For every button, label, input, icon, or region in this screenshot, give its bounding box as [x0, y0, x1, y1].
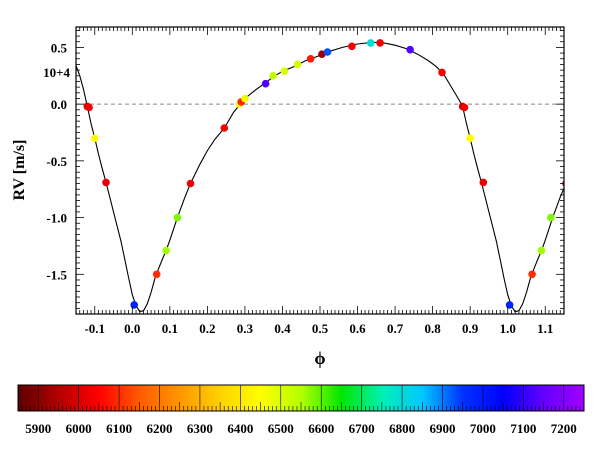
data-point — [306, 55, 315, 63]
data-point — [173, 213, 182, 222]
data-point — [366, 39, 375, 47]
colorbar-tick-label: 5900 — [25, 421, 51, 436]
x-tick-label: -0.1 — [84, 321, 105, 336]
data-point — [537, 246, 546, 255]
colorbar-tick-label: 6500 — [268, 421, 294, 436]
y-tick-label: -1.0 — [46, 211, 67, 226]
plot-frame — [75, 26, 565, 315]
data-point — [323, 48, 332, 56]
x-tick-label: 1.0 — [500, 321, 516, 336]
data-point — [438, 68, 446, 77]
data-point — [130, 301, 138, 309]
data-point — [406, 45, 414, 54]
colorbar-tick-label: 6100 — [106, 421, 132, 436]
colorbar-tick-label: 7000 — [470, 421, 496, 436]
data-point — [220, 124, 229, 132]
x-tick-label: 0.6 — [349, 321, 366, 336]
colorbar-tick-label: 6900 — [430, 421, 456, 436]
x-tick-label: 0.0 — [124, 321, 140, 336]
x-tick-label: 0.2 — [199, 321, 215, 336]
y-tick-label: -0.5 — [46, 154, 67, 169]
x-tick-label: 0.1 — [162, 321, 178, 336]
x-tick-label: 0.7 — [387, 321, 404, 336]
plot-area: -0.1 0.0 0.1 0.2 0.3 0.4 0.5 0.6 0.7 0.8 0.9 1.0 1.1… — [46, 26, 565, 336]
color-scale-ticks: 5900 6000 6100 6200 6300 6400 6500 6600 6700 6800… — [17, 385, 585, 436]
colorbar-tick-label: 6800 — [389, 421, 415, 436]
x-tick-label: 1.1 — [537, 321, 553, 336]
y-axis-label: RV [m/s] — [11, 140, 28, 201]
data-point — [528, 270, 536, 279]
x-tick-label: 0.5 — [312, 321, 329, 336]
data-point — [186, 179, 195, 188]
data-point — [348, 42, 356, 51]
data-point — [152, 270, 161, 279]
colorbar-tick-label: 6000 — [66, 421, 92, 436]
x-tick-label: 0.4 — [274, 321, 291, 336]
colorbar-tick-label: 6200 — [147, 421, 173, 436]
y-tick-label: -1.5 — [46, 267, 67, 282]
data-point — [293, 60, 302, 69]
y-tick-label: 0.5 — [51, 40, 68, 55]
data-point — [376, 39, 384, 47]
data-point — [241, 94, 249, 103]
data-point — [261, 79, 270, 88]
data-point — [269, 72, 277, 80]
y-multiplier-label: 10+4 — [43, 65, 70, 80]
model-curve — [76, 41, 564, 313]
data-point — [505, 301, 514, 309]
color-scale-bar: 5900 6000 6100 6200 6300 6400 6500 6600 6700 6800… — [17, 384, 585, 436]
data-point — [85, 103, 93, 112]
colorbar-tick-label: 7200 — [551, 421, 577, 436]
data-point — [460, 103, 469, 112]
colorbar-tick-label: 6600 — [308, 421, 334, 436]
colorbar-tick-label: 7100 — [510, 421, 536, 436]
x-tick-label: 0.3 — [237, 321, 254, 336]
data-points — [83, 39, 564, 309]
data-point — [102, 178, 110, 187]
data-point — [91, 134, 99, 142]
data-point — [479, 178, 488, 187]
x-tick-label: 0.8 — [424, 321, 441, 336]
colorbar-tick-label: 6300 — [187, 421, 213, 436]
colorbar-tick-label: 6400 — [227, 421, 253, 436]
data-point — [547, 213, 555, 222]
data-point — [466, 134, 475, 142]
x-axis-ticks: -0.1 0.0 0.1 0.2 0.3 0.4 0.5 0.6 0.7 0.8 0.9 1.0 1.1 — [75, 27, 565, 336]
y-axis-ticks: -1.5 -1.0 -0.5 0.0 0.5 — [46, 30, 564, 315]
colorbar-tick-label: 6700 — [349, 421, 375, 436]
x-tick-label: 0.9 — [462, 321, 479, 336]
y-tick-label: 0.0 — [51, 97, 67, 112]
data-point — [280, 67, 289, 75]
x-axis-label: ϕ — [314, 348, 325, 368]
data-point — [162, 246, 170, 255]
